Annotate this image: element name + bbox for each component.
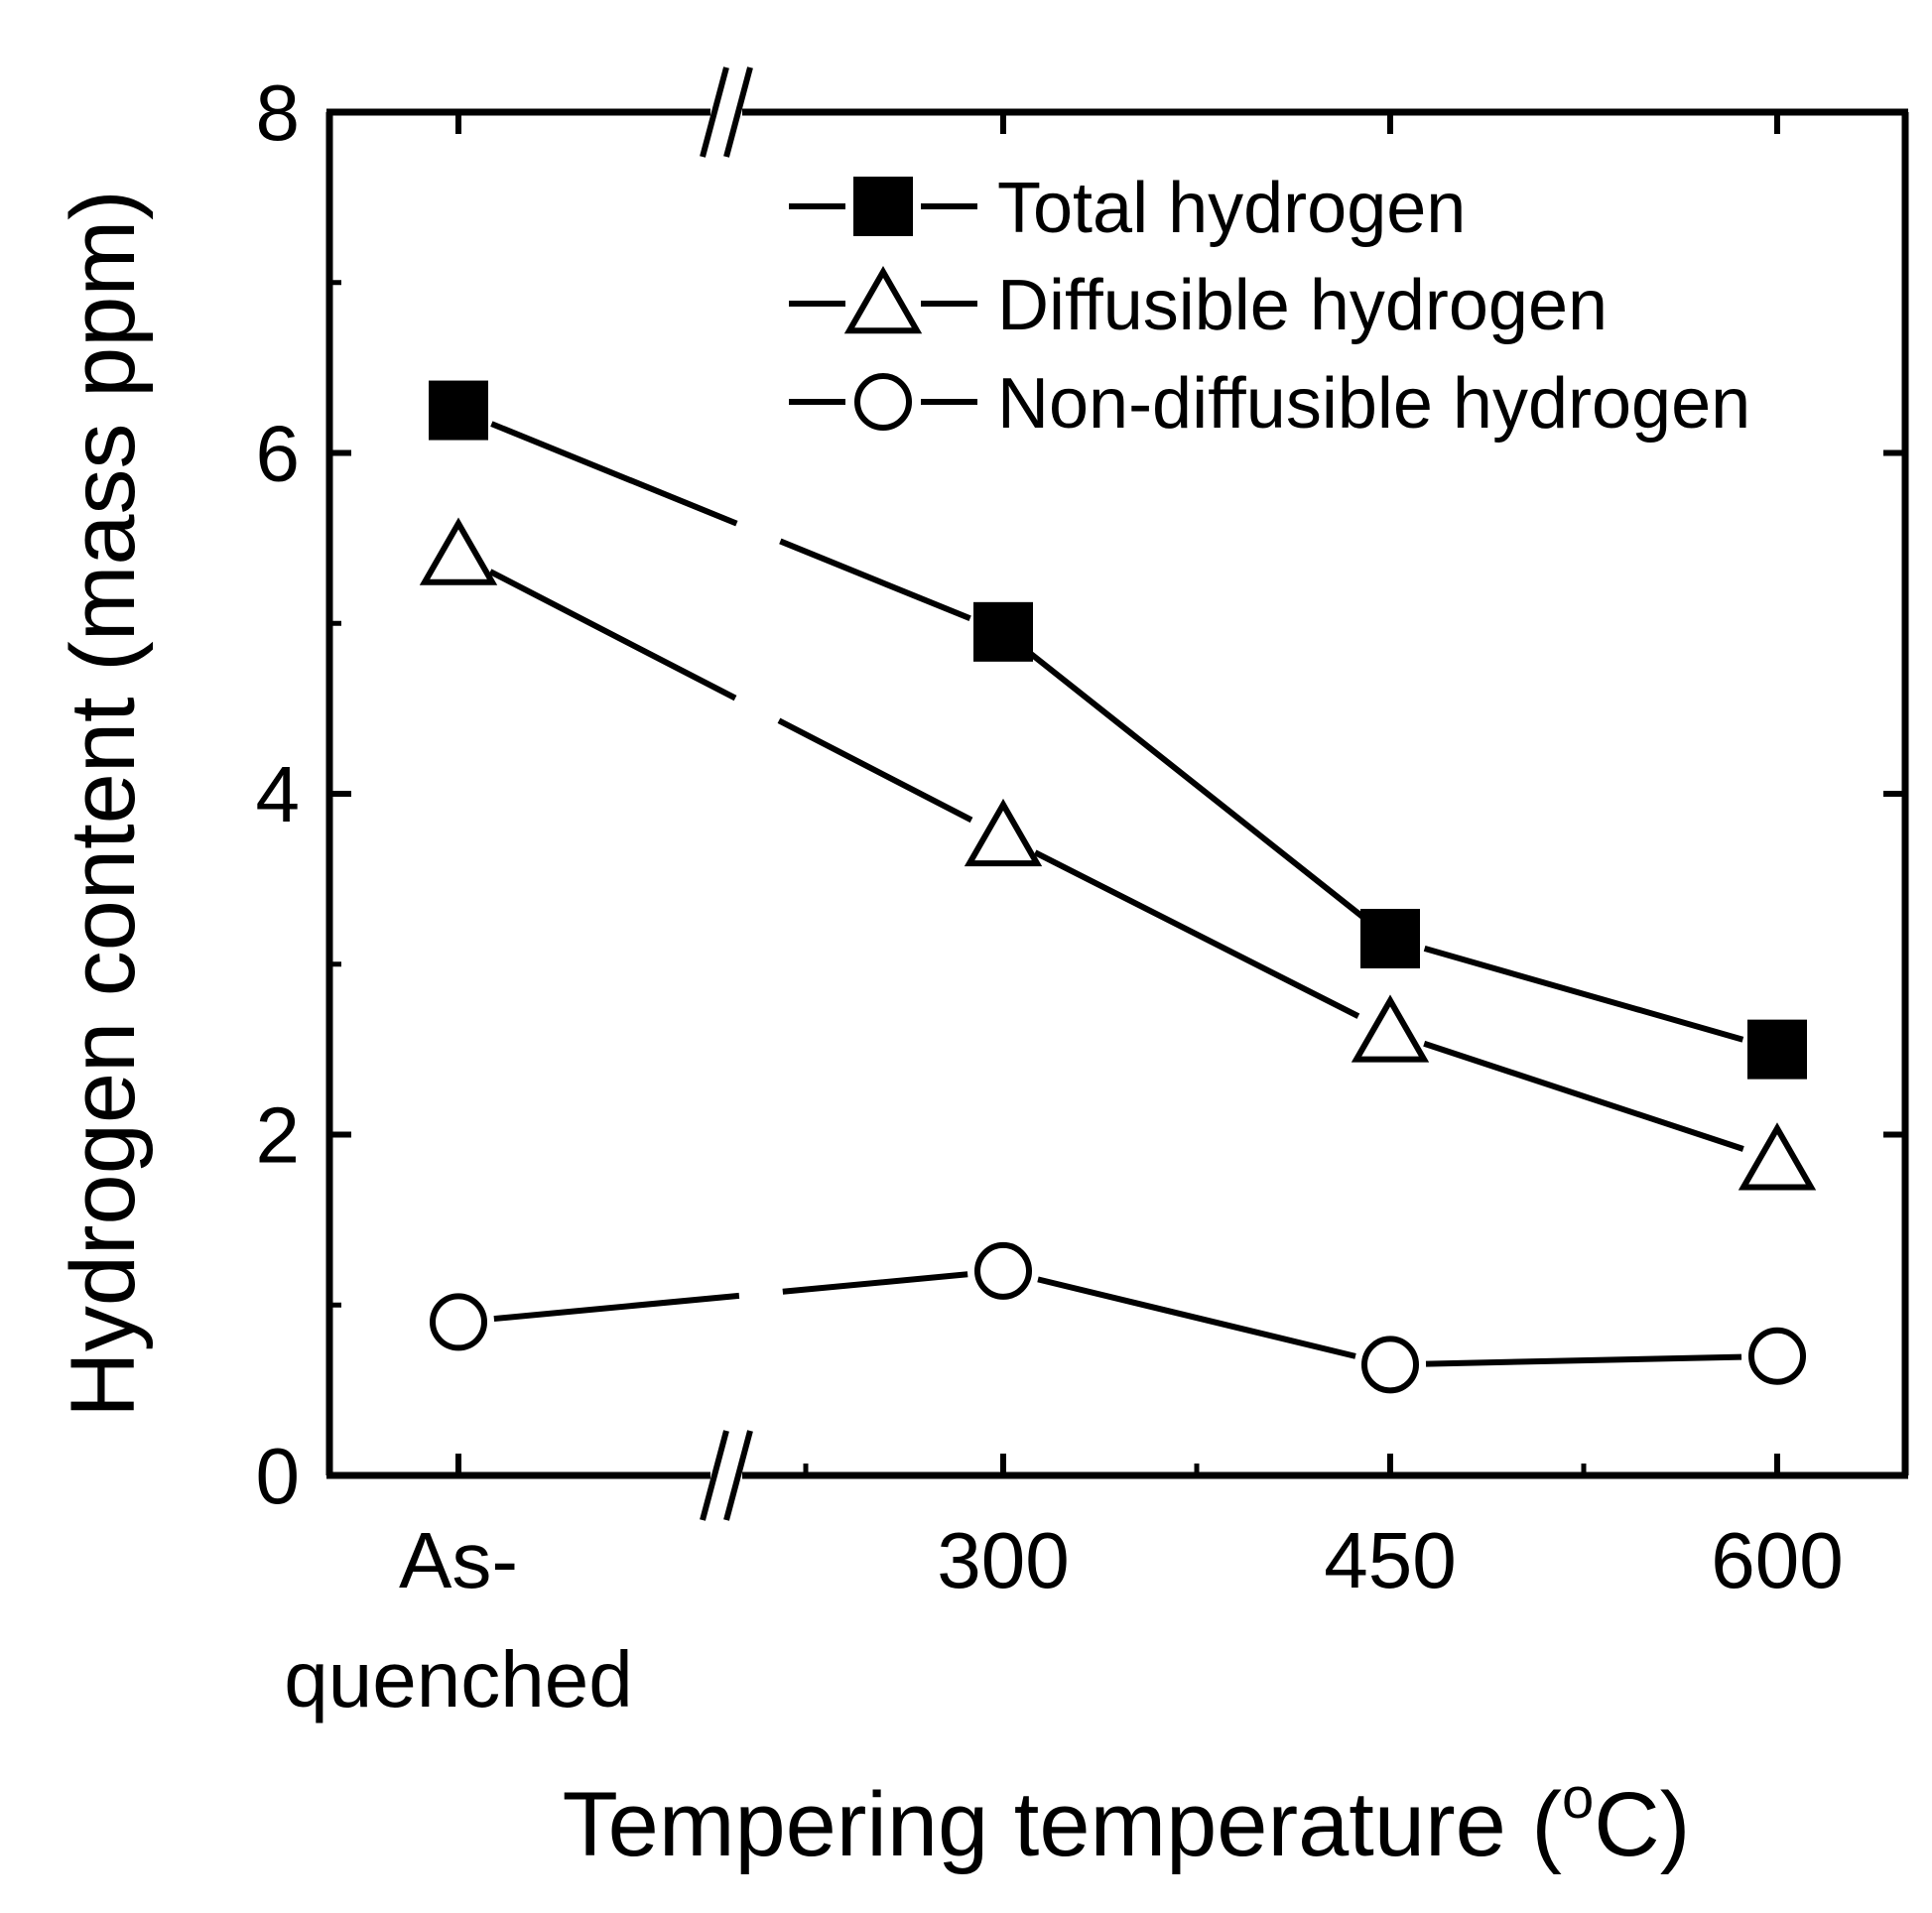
- x-axis-title: Tempering temperature (oC): [563, 1766, 1691, 1875]
- y-tick-label: 0: [256, 1432, 301, 1520]
- series-0-point: [1747, 1019, 1807, 1080]
- legend-label: Diffusible hydrogen: [997, 266, 1608, 345]
- x-tick-label: 300: [937, 1516, 1069, 1604]
- x-axis-title-unit: C): [1594, 1774, 1690, 1875]
- series-lines: [488, 421, 1744, 1367]
- series-1-segment: [1423, 1040, 1744, 1152]
- x-tick-label: 600: [1711, 1516, 1843, 1604]
- top-axis-break-mark: [700, 66, 729, 158]
- series-0-point: [973, 601, 1033, 662]
- x-axis-title-main: Tempering temperature (: [563, 1774, 1563, 1875]
- series-1-segment: [488, 569, 973, 824]
- y-axis-title: Hydrogen content (mass ppm): [53, 190, 154, 1417]
- series-2-point: [430, 1293, 487, 1351]
- bottom-axis-break-mark: [700, 1430, 729, 1521]
- legend: Total hydrogen Diffusible hydrogen Non-dif…: [789, 169, 1750, 444]
- y-tick-label: 2: [256, 1091, 301, 1180]
- series-2-point: [1748, 1327, 1806, 1385]
- legend-label: Non-diffusible hydrogen: [997, 364, 1750, 444]
- series-1-segment: [1033, 849, 1360, 1019]
- y-tick-label: 6: [256, 410, 301, 498]
- y-tick-label: 8: [256, 68, 301, 157]
- series-2-segment: [493, 1271, 968, 1323]
- series-markers: [419, 380, 1817, 1394]
- series-1-point: [419, 517, 498, 585]
- series-2-segment: [1425, 1353, 1742, 1367]
- y-tick-label: 4: [256, 750, 301, 838]
- series-0-segment: [1423, 946, 1744, 1043]
- x-axis-title-degree: o: [1562, 1766, 1594, 1831]
- series-2-segment: [1037, 1276, 1356, 1359]
- series-0-point: [1360, 908, 1420, 968]
- legend-label: Total hydrogen: [997, 169, 1466, 248]
- series-1-point: [1738, 1122, 1817, 1191]
- series-2-point: [1361, 1336, 1419, 1394]
- legend-marker: [843, 265, 923, 334]
- legend-marker: [853, 177, 913, 236]
- series-1-point: [964, 798, 1043, 867]
- axis-labels: 0 2 4 6 8 As-quenched 300 450 600 Hydrogen conten…: [53, 68, 1844, 1875]
- ticks: [329, 109, 1905, 1478]
- series-2-point: [974, 1241, 1032, 1300]
- x-tick-label-line2: quenched: [284, 1635, 632, 1723]
- legend-marker: [854, 373, 912, 431]
- series-1-point: [1351, 994, 1430, 1063]
- top-axis-break-mark: [723, 66, 753, 158]
- x-tick-label: 450: [1324, 1516, 1456, 1604]
- bottom-axis-break-mark: [723, 1430, 753, 1521]
- x-tick-label: As-: [399, 1516, 518, 1604]
- series-0-segment: [1029, 651, 1364, 919]
- series-0-point: [429, 380, 488, 441]
- series-0-segment: [490, 421, 971, 622]
